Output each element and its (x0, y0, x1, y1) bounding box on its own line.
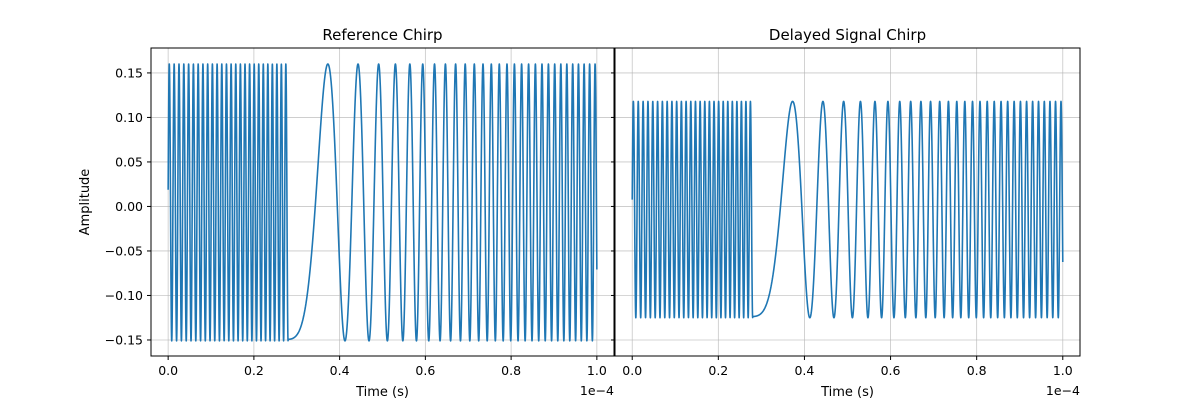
series-line (167, 63, 598, 342)
series-line (631, 100, 1064, 319)
y-tick-label: 0.15 (115, 65, 143, 80)
x-axis-label: Time (s) (355, 385, 409, 400)
x-tick-label: 0.8 (967, 363, 987, 378)
axes-frame (614, 47, 1081, 357)
y-tick-label: −0.10 (105, 288, 143, 303)
chart-title: Delayed Signal Chirp (769, 26, 926, 44)
x-tick-label: 0.6 (415, 363, 435, 378)
y-tick-label: −0.15 (105, 332, 143, 347)
chart-title: Reference Chirp (322, 26, 442, 44)
axes-frame (150, 47, 615, 357)
x-tick-label: 0.8 (501, 363, 521, 378)
reference-chirp-panel: 0.0 0.2 0.4 0.6 0.8 1.0 −0.15 −0.10 −0.05 0.00 0.… (78, 26, 615, 400)
y-tick-label: 0.00 (115, 199, 143, 214)
x-tick-label: 0.2 (708, 363, 728, 378)
y-axis-ticks (611, 72, 615, 341)
y-tick-label: 0.05 (115, 154, 143, 169)
plot-area (167, 63, 598, 342)
delayed-signal-chirp-panel: 0.0 0.2 0.4 0.6 0.8 1.0 Delayed Signal Chirp … (611, 26, 1081, 400)
x-tick-label: 0.2 (244, 363, 264, 378)
x-tick-label: 0.0 (622, 363, 642, 378)
y-tick-label: 0.10 (115, 110, 143, 125)
x-tick-label: 1.0 (1053, 363, 1073, 378)
y-tick-label: −0.05 (105, 243, 143, 258)
x-axis-ticks: 0.0 0.2 0.4 0.6 0.8 1.0 (622, 356, 1073, 378)
y-axis-label: Amplitude (78, 169, 93, 236)
x-tick-label: 0.4 (794, 363, 814, 378)
x-axis-label: Time (s) (820, 385, 874, 400)
x-tick-label: 0.4 (330, 363, 350, 378)
x-tick-label: 0.6 (881, 363, 901, 378)
x-axis-ticks: 0.0 0.2 0.4 0.6 0.8 1.0 (158, 356, 607, 378)
plot-area (631, 100, 1064, 319)
x-axis-offset-text: 1e−4 (580, 383, 614, 398)
x-tick-label: 0.0 (158, 363, 178, 378)
x-tick-label: 1.0 (587, 363, 607, 378)
y-axis-ticks: −0.15 −0.10 −0.05 0.00 0.05 0.10 0.15 (105, 65, 151, 347)
x-axis-offset-text: 1e−4 (1046, 383, 1080, 398)
